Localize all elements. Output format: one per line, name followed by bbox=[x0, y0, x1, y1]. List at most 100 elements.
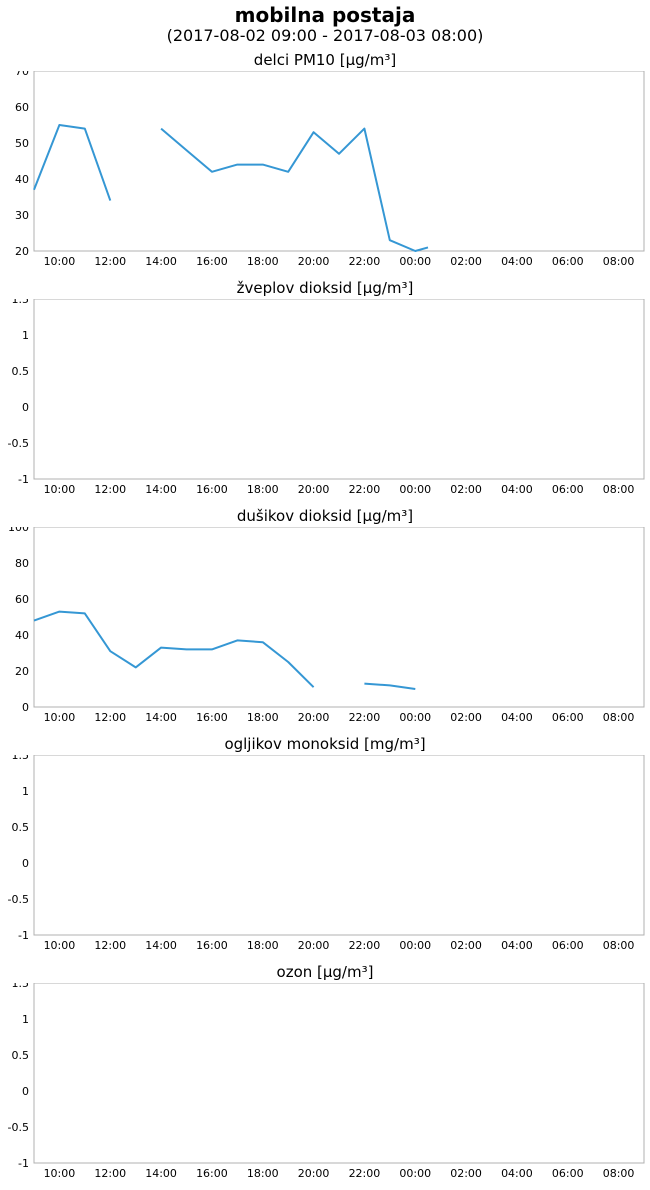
x-tick-label: 06:00 bbox=[552, 711, 584, 724]
x-tick-label: 10:00 bbox=[44, 939, 76, 952]
main-title: mobilna postaja bbox=[0, 4, 650, 26]
x-tick-label: 00:00 bbox=[399, 939, 431, 952]
x-tick-label: 06:00 bbox=[552, 483, 584, 496]
chart-title: dušikov dioksid [µg/m³] bbox=[0, 507, 650, 525]
y-tick-label: -1 bbox=[18, 473, 29, 486]
x-tick-label: 00:00 bbox=[399, 711, 431, 724]
y-tick-label: 1.5 bbox=[12, 983, 30, 990]
y-tick-label: -0.5 bbox=[8, 1121, 29, 1134]
x-tick-label: 16:00 bbox=[196, 711, 228, 724]
y-tick-label: 0.5 bbox=[12, 821, 30, 834]
x-tick-label: 02:00 bbox=[450, 483, 482, 496]
x-tick-label: 22:00 bbox=[349, 711, 381, 724]
chart-svg: 20304050607010:0012:0014:0016:0018:0020:… bbox=[0, 71, 650, 273]
x-tick-label: 22:00 bbox=[349, 1167, 381, 1180]
x-tick-label: 16:00 bbox=[196, 483, 228, 496]
y-tick-label: 0 bbox=[22, 857, 29, 870]
y-tick-label: 0.5 bbox=[12, 365, 30, 378]
x-tick-label: 14:00 bbox=[145, 255, 177, 268]
x-tick-label: 20:00 bbox=[298, 939, 330, 952]
x-tick-label: 14:00 bbox=[145, 483, 177, 496]
x-tick-label: 10:00 bbox=[44, 711, 76, 724]
y-tick-label: -1 bbox=[18, 1157, 29, 1170]
x-tick-label: 06:00 bbox=[552, 939, 584, 952]
x-tick-label: 18:00 bbox=[247, 255, 279, 268]
x-tick-label: 18:00 bbox=[247, 711, 279, 724]
chart-svg: -1-0.500.511.510:0012:0014:0016:0018:002… bbox=[0, 755, 650, 957]
x-tick-label: 16:00 bbox=[196, 1167, 228, 1180]
y-tick-label: 80 bbox=[15, 557, 29, 570]
x-tick-label: 10:00 bbox=[44, 1167, 76, 1180]
x-tick-label: 10:00 bbox=[44, 255, 76, 268]
x-tick-label: 12:00 bbox=[94, 255, 126, 268]
chart-svg: -1 -0.5 0 0.5 1 1.5 10:00 12:00 14:00 16:00 18:00 2… bbox=[0, 299, 650, 501]
y-tick-label: 0 bbox=[22, 701, 29, 714]
chart-title: ozon [µg/m³] bbox=[0, 963, 650, 981]
x-tick-label: 16:00 bbox=[196, 255, 228, 268]
x-tick-label: 06:00 bbox=[552, 255, 584, 268]
y-tick-label: 0 bbox=[22, 1085, 29, 1098]
y-tick-label: 60 bbox=[15, 593, 29, 606]
x-tick-label: 08:00 bbox=[603, 1167, 635, 1180]
x-tick-label: 08:00 bbox=[603, 483, 635, 496]
x-tick-label: 04:00 bbox=[501, 1167, 533, 1180]
x-tick-label: 04:00 bbox=[501, 255, 533, 268]
chart-title: žveplov dioksid [µg/m³] bbox=[0, 279, 650, 297]
x-tick-label: 14:00 bbox=[145, 939, 177, 952]
y-tick-label: 1 bbox=[22, 329, 29, 342]
y-tick-label: 20 bbox=[15, 665, 29, 678]
y-tick-label: 20 bbox=[15, 245, 29, 258]
x-tick-label: 20:00 bbox=[298, 1167, 330, 1180]
chart-panel: dušikov dioksid [µg/m³]02040608010010:00… bbox=[0, 507, 650, 729]
x-tick-label: 22:00 bbox=[349, 483, 381, 496]
chart-title: ogljikov monoksid [mg/m³] bbox=[0, 735, 650, 753]
x-tick-label: 12:00 bbox=[94, 1167, 126, 1180]
x-tick-label: 18:00 bbox=[247, 939, 279, 952]
chart-svg: -1-0.500.511.510:0012:0014:0016:0018:002… bbox=[0, 983, 650, 1185]
chart-panel: ogljikov monoksid [mg/m³]-1-0.500.511.51… bbox=[0, 735, 650, 957]
x-tick-label: 02:00 bbox=[450, 1167, 482, 1180]
x-tick-label: 12:00 bbox=[94, 711, 126, 724]
x-tick-label: 20:00 bbox=[298, 711, 330, 724]
x-tick-label: 00:00 bbox=[399, 483, 431, 496]
chart-panel: žveplov dioksid [µg/m³] -1 -0.5 0 0.5 1 1.5 10:… bbox=[0, 279, 650, 501]
x-tick-label: 02:00 bbox=[450, 939, 482, 952]
chart-svg: 02040608010010:0012:0014:0016:0018:0020:… bbox=[0, 527, 650, 729]
y-tick-label: 0 bbox=[22, 401, 29, 414]
x-tick-label: 16:00 bbox=[196, 939, 228, 952]
x-tick-label: 04:00 bbox=[501, 939, 533, 952]
x-tick-label: 08:00 bbox=[603, 711, 635, 724]
x-tick-label: 12:00 bbox=[94, 483, 126, 496]
x-tick-label: 14:00 bbox=[145, 1167, 177, 1180]
y-tick-label: 1.5 bbox=[12, 755, 30, 762]
x-tick-label: 04:00 bbox=[501, 711, 533, 724]
chart-title: delci PM10 [µg/m³] bbox=[0, 51, 650, 69]
x-tick-label: 20:00 bbox=[298, 483, 330, 496]
x-tick-label: 10:00 bbox=[44, 483, 76, 496]
y-tick-label: 30 bbox=[15, 209, 29, 222]
y-tick-label: 50 bbox=[15, 137, 29, 150]
x-tick-label: 02:00 bbox=[450, 711, 482, 724]
y-tick-label: 40 bbox=[15, 173, 29, 186]
y-tick-label: 1.5 bbox=[12, 299, 30, 306]
date-range: (2017-08-02 09:00 - 2017-08-03 08:00) bbox=[0, 26, 650, 45]
x-tick-label: 00:00 bbox=[399, 255, 431, 268]
y-tick-label: 70 bbox=[15, 71, 29, 78]
x-tick-label: 12:00 bbox=[94, 939, 126, 952]
x-tick-label: 18:00 bbox=[247, 483, 279, 496]
x-tick-label: 00:00 bbox=[399, 1167, 431, 1180]
chart-panel: delci PM10 [µg/m³] 20 30 40 50 60 70 10:00 12:00… bbox=[0, 51, 650, 273]
x-tick-label: 18:00 bbox=[247, 1167, 279, 1180]
y-tick-label: -0.5 bbox=[8, 437, 29, 450]
x-tick-label: 06:00 bbox=[552, 1167, 584, 1180]
y-tick-label: 1 bbox=[22, 1013, 29, 1026]
page: mobilna postaja (2017-08-02 09:00 - 2017… bbox=[0, 0, 650, 1190]
y-tick-label: -1 bbox=[18, 929, 29, 942]
x-tick-label: 02:00 bbox=[450, 255, 482, 268]
charts-container: delci PM10 [µg/m³] 20 30 40 50 60 70 10:00 12:00… bbox=[0, 51, 650, 1185]
y-tick-label: 40 bbox=[15, 629, 29, 642]
y-tick-label: 60 bbox=[15, 101, 29, 114]
chart-panel: ozon [µg/m³]-1-0.500.511.510:0012:0014:0… bbox=[0, 963, 650, 1185]
x-tick-label: 14:00 bbox=[145, 711, 177, 724]
x-tick-label: 04:00 bbox=[501, 483, 533, 496]
